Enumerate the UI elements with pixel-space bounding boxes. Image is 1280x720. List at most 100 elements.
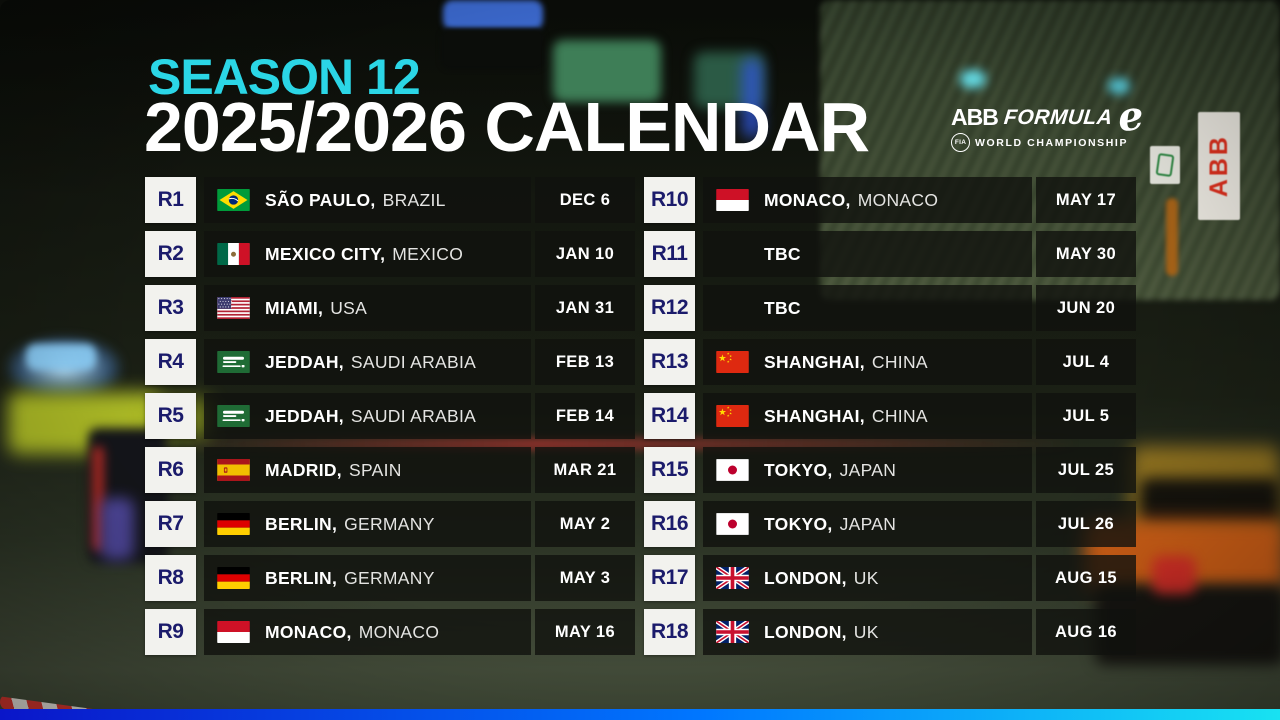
japan-flag-icon (716, 513, 749, 535)
round-number: R6 (145, 447, 196, 493)
calendar-row-r2: R2 MEXICO CITY, MEXICO JAN 10 (145, 231, 635, 277)
race-date: AUG 15 (1036, 555, 1136, 601)
race-cell: LONDON, UK (703, 555, 1032, 601)
season-label: SEASON 12 (148, 49, 421, 105)
round-number: R16 (644, 501, 695, 547)
round-number: R15 (644, 447, 695, 493)
calendar-row-r13: R13 SHANGHAI, CHINA JUL 4 (644, 339, 1136, 385)
germany-flag-icon (217, 567, 250, 589)
round-number: R7 (145, 501, 196, 547)
bg-green-banner (553, 40, 661, 102)
calendar-row-r16: R16 TOKYO, JAPAN JUL 26 (644, 501, 1136, 547)
calendar-row-r8: R8 BERLIN, GERMANY MAY 3 (145, 555, 635, 601)
calendar-row-r4: R4 JEDDAH, SAUDI ARABIA FEB 13 (145, 339, 635, 385)
calendar-row-r9: R9 MONACO, MONACO MAY 16 (145, 609, 635, 655)
page-title: 2025/2026 CALENDAR (144, 88, 870, 166)
round-number: R3 (145, 285, 196, 331)
country-label: MONACO (857, 189, 939, 210)
bg-orange-pole (1166, 198, 1178, 276)
japan-flag-icon (716, 459, 749, 481)
china-flag-icon (716, 351, 749, 373)
country-label: UK (853, 567, 879, 588)
city-label: MADRID, (265, 459, 342, 480)
race-date: MAY 16 (535, 609, 635, 655)
country-label: SPAIN (348, 459, 402, 480)
world-championship-label: WORLD CHAMPIONSHIP (975, 136, 1129, 149)
race-cell: SHANGHAI, CHINA (703, 393, 1032, 439)
bg-tail-light (1152, 556, 1196, 594)
race-date: MAY 3 (535, 555, 635, 601)
race-cell: TBC (703, 285, 1032, 331)
bottom-accent-bar (0, 709, 1280, 720)
world-championship-line: FIA WORLD CHAMPIONSHIP (951, 133, 1161, 152)
race-date: JAN 31 (535, 285, 635, 331)
bg-dark-panel (440, 28, 545, 70)
china-flag-icon (716, 405, 749, 427)
round-number: R2 (145, 231, 196, 277)
round-number: R5 (145, 393, 196, 439)
calendar-column-right: R10 MONACO, MONACO MAY 17 R11 TBC MAY 30 R12 TBC… (644, 177, 1136, 663)
bg-small-sign (1150, 146, 1180, 184)
country-label: BRAZIL (382, 189, 446, 210)
round-number: R9 (145, 609, 196, 655)
country-label: USA (330, 297, 368, 318)
uk-flag-icon (716, 567, 749, 589)
race-date: JUL 5 (1036, 393, 1136, 439)
spain-flag-icon (217, 459, 250, 481)
saudi-arabia-flag-icon (217, 405, 250, 427)
round-number: R14 (644, 393, 695, 439)
calendar-row-r10: R10 MONACO, MONACO MAY 17 (644, 177, 1136, 223)
city-label: SÃO PAULO, (265, 189, 376, 210)
calendar-row-r14: R14 SHANGHAI, CHINA JUL 5 (644, 393, 1136, 439)
calendar-column-left: R1 SÃO PAULO, BRAZIL DEC 6 R2 MEXICO CITY, MEX… (145, 177, 635, 663)
round-number: R1 (145, 177, 196, 223)
formula-e-logo: ABB FORMULA e FIA WORLD CHAMPIONSHIP (951, 92, 1161, 152)
race-date: MAY 17 (1036, 177, 1136, 223)
city-label: BERLIN, (265, 567, 338, 588)
round-number: R12 (644, 285, 695, 331)
race-date: JAN 10 (535, 231, 635, 277)
city-label: TBC (764, 297, 801, 318)
race-cell: TBC (703, 231, 1032, 277)
trackside-abb-banner: ABB (1198, 112, 1240, 220)
race-date: MAR 21 (535, 447, 635, 493)
calendar-row-r15: R15 TOKYO, JAPAN JUL 25 (644, 447, 1136, 493)
uk-flag-icon (716, 621, 749, 643)
brazil-flag-icon (217, 189, 250, 211)
race-date: JUN 20 (1036, 285, 1136, 331)
city-label: MONACO, (265, 621, 352, 642)
fia-badge-icon: FIA (951, 133, 970, 152)
race-date: AUG 16 (1036, 609, 1136, 655)
round-number: R10 (644, 177, 695, 223)
city-label: SHANGHAI, (764, 351, 865, 372)
germany-flag-icon (217, 513, 250, 535)
calendar-row-r5: R5 JEDDAH, SAUDI ARABIA FEB 14 (145, 393, 635, 439)
race-date: MAY 2 (535, 501, 635, 547)
race-cell: SÃO PAULO, BRAZIL (204, 177, 531, 223)
country-label: GERMANY (344, 567, 435, 588)
race-cell: TOKYO, JAPAN (703, 447, 1032, 493)
city-label: MIAMI, (265, 297, 324, 318)
bg-gold-car-shadow (1140, 478, 1280, 528)
city-label: TOKYO, (764, 459, 833, 480)
race-cell: BERLIN, GERMANY (204, 501, 531, 547)
race-date: DEC 6 (535, 177, 635, 223)
bg-car-halo (26, 344, 96, 370)
country-label: SAUDI ARABIA (350, 351, 477, 372)
bg-blue-glow (742, 58, 762, 138)
country-label: CHINA (871, 405, 928, 426)
race-date: JUL 25 (1036, 447, 1136, 493)
race-date: JUL 26 (1036, 501, 1136, 547)
formula-wordmark: FORMULA (1002, 106, 1114, 130)
race-cell: MEXICO CITY, MEXICO (204, 231, 531, 277)
city-label: MEXICO CITY, (265, 243, 386, 264)
city-label: MONACO, (764, 189, 851, 210)
round-number: R4 (145, 339, 196, 385)
city-label: JEDDAH, (265, 351, 344, 372)
calendar-row-r3: R3 MIAMI, USA JAN 31 (145, 285, 635, 331)
city-label: JEDDAH, (265, 405, 344, 426)
race-date: MAY 30 (1036, 231, 1136, 277)
country-label: JAPAN (839, 513, 897, 534)
country-label: SAUDI ARABIA (350, 405, 477, 426)
